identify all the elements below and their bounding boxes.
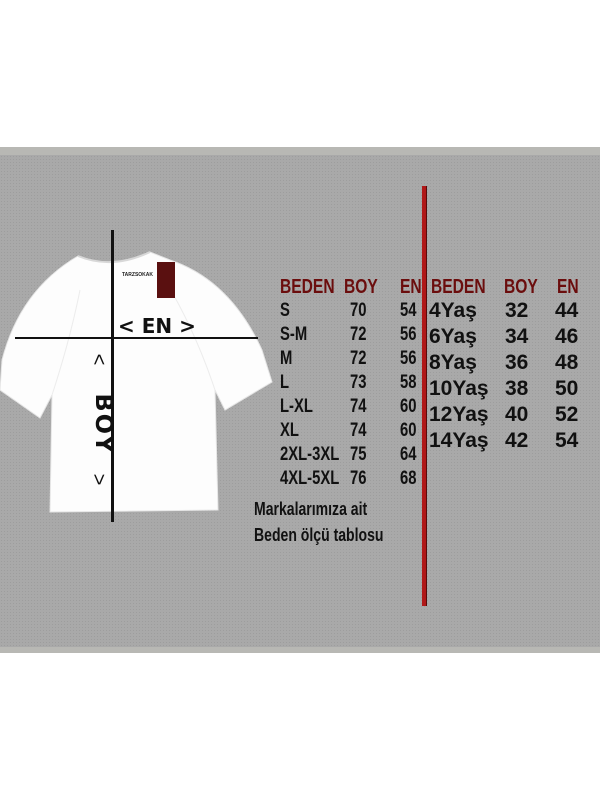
width-marker: < EN > (118, 314, 196, 338)
size-cell: 4XL-5XL (280, 468, 340, 489)
length-cell: 76 (350, 468, 367, 489)
width-cell: 52 (555, 403, 579, 426)
neck-label: TARZSOKAK (122, 272, 154, 278)
length-cell: 73 (350, 372, 367, 393)
length-arrow-top: < (87, 353, 110, 366)
size-cell: L-XL (280, 396, 313, 417)
length-cell: 72 (350, 348, 367, 369)
size-cell: 14Yaş (429, 429, 489, 452)
size-cell: 8Yaş (429, 351, 477, 374)
footer-line-1: Markalarımıza ait (254, 499, 368, 519)
size-cell: 12Yaş (429, 403, 489, 426)
width-cell: 60 (400, 396, 417, 417)
width-cell: 68 (400, 468, 417, 489)
length-cell: 75 (350, 444, 367, 465)
size-cell: 4Yaş (429, 299, 477, 322)
header-boy: BOY (504, 276, 538, 298)
length-cell: 32 (505, 299, 529, 322)
length-cell: 38 (505, 377, 529, 400)
length-cell: 34 (505, 325, 529, 348)
header-beden: BEDEN (431, 276, 486, 298)
header-boy: BOY (344, 276, 378, 298)
tshirt-illustration (0, 251, 273, 513)
width-cell: 60 (400, 420, 417, 441)
width-cell: 54 (400, 300, 417, 321)
table-divider (422, 186, 426, 606)
length-cell: 74 (350, 396, 367, 417)
length-cell: 74 (350, 420, 367, 441)
size-cell: M (280, 348, 293, 369)
length-cell: 42 (505, 429, 529, 452)
size-cell: S (280, 300, 290, 321)
footer-line-2: Beden ölçü tablosu (254, 525, 384, 545)
length-cell: 72 (350, 324, 367, 345)
header-en: EN (557, 276, 579, 298)
width-cell: 54 (555, 429, 579, 452)
hang-tag (157, 262, 175, 298)
width-cell: 58 (400, 372, 417, 393)
width-cell: 56 (400, 348, 417, 369)
length-cell: 36 (505, 351, 529, 374)
size-cell: 6Yaş (429, 325, 477, 348)
size-chart-panel (0, 147, 600, 653)
length-cell: 70 (350, 300, 367, 321)
vertical-measure-line (111, 230, 114, 522)
horizontal-measure-line (15, 337, 258, 339)
length-marker: BOY (90, 393, 118, 455)
width-cell: 44 (555, 299, 579, 322)
length-arrow-bottom: > (87, 473, 110, 486)
header-en: EN (400, 276, 422, 298)
width-cell: 56 (400, 324, 417, 345)
width-cell: 48 (555, 351, 579, 374)
size-cell: XL (280, 420, 299, 441)
size-cell: 10Yaş (429, 377, 489, 400)
width-cell: 46 (555, 325, 579, 348)
header-beden: BEDEN (280, 276, 335, 298)
size-cell: L (280, 372, 290, 393)
length-cell: 40 (505, 403, 529, 426)
size-cell: 2XL-3XL (280, 444, 340, 465)
width-cell: 50 (555, 377, 579, 400)
width-cell: 64 (400, 444, 417, 465)
size-cell: S-M (280, 324, 308, 345)
